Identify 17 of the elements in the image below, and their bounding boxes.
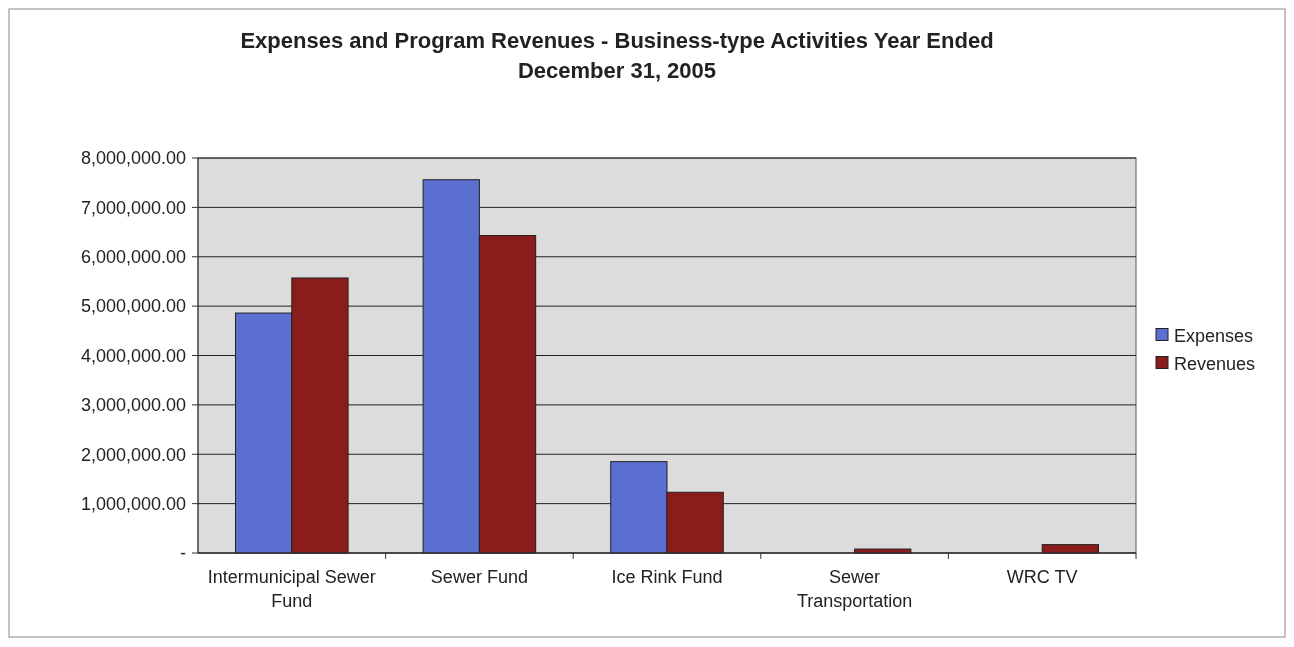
chart-title: Expenses and Program Revenues - Business-type Activities Year Ended December 31, 2005 bbox=[240, 28, 994, 83]
y-tick-label: 2,000,000.00 bbox=[80, 444, 186, 465]
y-tick-label: 1,000,000.00 bbox=[80, 493, 186, 514]
y-tick-label: 3,000,000.00 bbox=[80, 395, 186, 416]
x-tick-label: Sewer Transportation bbox=[796, 567, 913, 611]
y-tick-label: 7,000,000.00 bbox=[80, 197, 186, 218]
legend-label: Expenses bbox=[1174, 325, 1254, 346]
x-tick-label: WRC TV bbox=[1006, 567, 1078, 587]
y-tick-label: 4,000,000.00 bbox=[80, 345, 186, 366]
legend-label: Revenues bbox=[1174, 353, 1256, 374]
y-tick-label: 6,000,000.00 bbox=[80, 247, 186, 268]
x-tick-label: Intermunicipal Sewer Fund bbox=[207, 567, 376, 611]
y-tick-label: - bbox=[180, 543, 186, 564]
y-tick-label: 8,000,000.00 bbox=[80, 148, 186, 169]
x-tick-label: Sewer Fund bbox=[430, 567, 528, 587]
x-tick-label: Ice Rink Fund bbox=[611, 567, 723, 587]
y-tick-label: 5,000,000.00 bbox=[80, 296, 186, 317]
